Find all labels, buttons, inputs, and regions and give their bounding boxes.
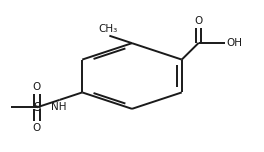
Text: CH₃: CH₃ <box>98 24 118 34</box>
Text: O: O <box>195 16 203 26</box>
Text: OH: OH <box>226 38 242 48</box>
Text: O: O <box>33 123 41 133</box>
Text: NH: NH <box>50 102 66 112</box>
Text: S: S <box>33 101 41 114</box>
Text: O: O <box>33 82 41 92</box>
